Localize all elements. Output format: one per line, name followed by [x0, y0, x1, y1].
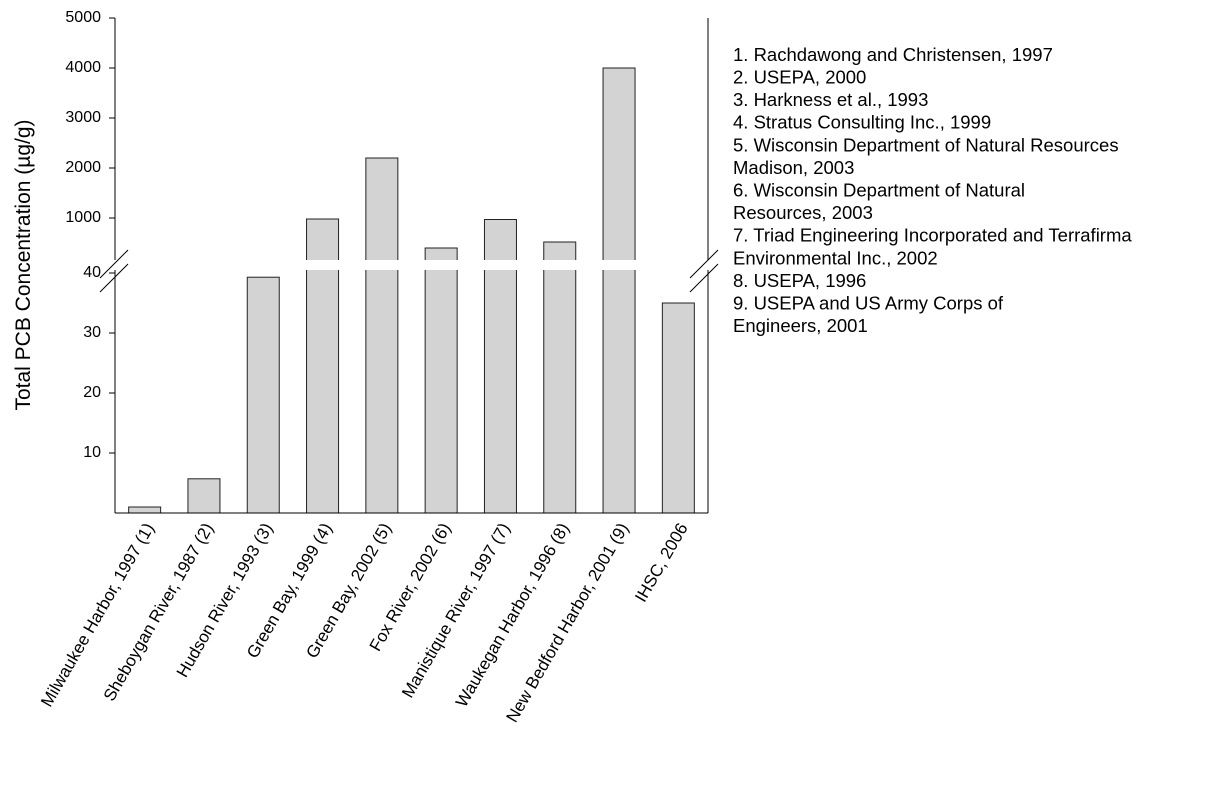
x-tick-label: Waukegan Harbor, 1996 (8): [452, 520, 573, 711]
legend-note: 8. USEPA, 1996: [733, 270, 866, 291]
break-mark: [689, 249, 719, 279]
legend-note: 6. Wisconsin Department of Natural: [733, 179, 1025, 200]
y-tick-label: 5000: [65, 9, 101, 26]
break-mark: [99, 263, 129, 293]
x-tick-label: Sheboygan River, 1987 (2): [100, 520, 218, 705]
y-tick-label: 2000: [65, 159, 101, 176]
y-tick-label: 20: [83, 384, 101, 401]
break-mark: [689, 263, 719, 293]
bar: [187, 478, 221, 514]
legend-note: Environmental Inc., 2002: [733, 247, 938, 268]
bar: [661, 302, 695, 514]
y-tick-label: 1000: [65, 209, 101, 226]
y-tick-label: 30: [83, 324, 101, 341]
bar: [246, 276, 280, 514]
legend-note: Engineers, 2001: [733, 315, 868, 336]
legend-note: 9. USEPA and US Army Corps of: [733, 292, 1004, 313]
bar: [602, 67, 636, 514]
y-tick-label: 40: [83, 264, 101, 281]
axis-break: [112, 260, 711, 270]
y-axis-label: Total PCB Concentration (µg/g): [12, 119, 35, 410]
x-tick-label: Manistique River, 1997 (7): [398, 520, 514, 701]
break-mark: [99, 249, 129, 279]
bar: [128, 506, 162, 514]
legend-note: 4. Stratus Consulting Inc., 1999: [733, 112, 991, 133]
legend-note: 2. USEPA, 2000: [733, 66, 866, 87]
legend-note: 1. Rachdawong and Christensen, 1997: [733, 44, 1053, 65]
bar: [365, 157, 399, 514]
x-tick-label: New Bedford Harbor, 2001 (9): [503, 520, 633, 726]
bar: [424, 247, 458, 514]
legend-note: Resources, 2003: [733, 202, 873, 223]
y-tick-label: 3000: [65, 109, 101, 126]
legend-note: 5. Wisconsin Department of Natural Resou…: [733, 134, 1119, 155]
legend-note: 7. Triad Engineering Incorporated and Te…: [733, 225, 1132, 246]
x-tick-label: IHSC, 2006: [631, 520, 691, 606]
legend-note: 3. Harkness et al., 1993: [733, 89, 928, 110]
bar: [543, 241, 577, 514]
x-tick-label: Milwaukee Harbor, 1997 (1): [37, 520, 158, 710]
y-tick-label: 10: [83, 444, 101, 461]
y-tick-label: 4000: [65, 59, 101, 76]
legend-note: Madison, 2003: [733, 157, 854, 178]
